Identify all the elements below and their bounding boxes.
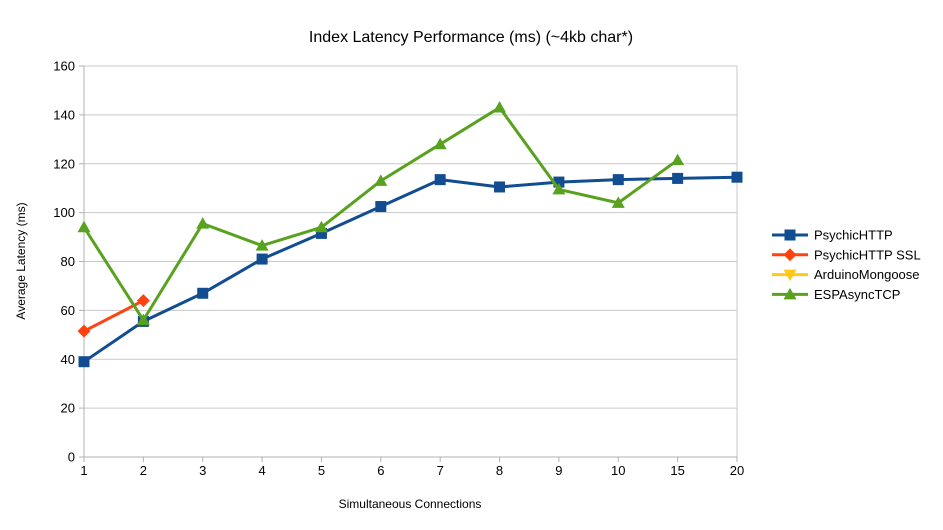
series-marker: [196, 217, 210, 229]
triangle-down-icon: [783, 269, 797, 282]
legend-item: PsychicHTTP: [772, 228, 893, 243]
diamond-icon: [783, 248, 797, 262]
series-marker: [315, 227, 327, 239]
series-marker: [77, 220, 91, 233]
series-marker: [77, 324, 91, 338]
series-marker: [494, 181, 506, 193]
x-tick-label: 2: [140, 463, 147, 478]
series-marker: [731, 171, 743, 183]
square-icon: [784, 229, 796, 241]
y-tick-label: 40: [61, 352, 75, 367]
series-marker: [255, 239, 269, 251]
legend-label: ESPAsyncTCP: [814, 287, 900, 302]
legend-label: ArduinoMongoose: [814, 267, 920, 282]
legend-item: ArduinoMongoose: [772, 267, 920, 282]
plot-area: 0 20 40 60 80 100 120 140 160 1 2 3 4 5 6 7 8 9 10 15 20: [53, 59, 744, 479]
y-tick-label: 20: [61, 401, 75, 416]
series-marker: [671, 153, 685, 166]
y-tick-label: 60: [61, 303, 75, 318]
x-tick-label: 9: [555, 463, 562, 478]
series-marker: [136, 294, 150, 308]
triangle-up-icon: [783, 287, 797, 300]
y-tick-label: 160: [53, 59, 75, 74]
series-marker: [553, 176, 565, 188]
series-marker: [612, 174, 624, 186]
legend-label: PsychicHTTP: [814, 228, 893, 243]
x-tick-label: 3: [199, 463, 206, 478]
series-marker: [375, 201, 387, 213]
legend-item: PsychicHTTP SSL: [772, 247, 921, 262]
legend-label: PsychicHTTP SSL: [814, 247, 921, 262]
series-line: [83, 175, 738, 363]
x-tick-label: 5: [318, 463, 325, 478]
series-line: [82, 106, 679, 322]
series-espasynctcp: [77, 101, 685, 326]
x-tick-label: 8: [496, 463, 503, 478]
y-tick-label: 140: [53, 107, 75, 122]
y-axis-title: Average Latency (ms): [14, 202, 28, 319]
series-marker: [434, 174, 446, 186]
series-marker: [374, 174, 388, 186]
series-marker: [611, 196, 625, 208]
chart-title: Index Latency Performance (ms) (~4kb cha…: [309, 29, 633, 46]
series-marker: [314, 220, 328, 233]
legend: PsychicHTTP PsychicHTTP SSL ArduinoMongoos…: [772, 228, 921, 302]
x-tick-label: 7: [437, 463, 444, 478]
x-tick-label: 4: [258, 463, 265, 478]
series-marker: [197, 287, 209, 299]
x-tick-label: 20: [730, 463, 744, 478]
series-marker: [78, 356, 90, 368]
x-tick-label: 15: [670, 463, 684, 478]
series-marker: [433, 137, 447, 150]
series-marker: [672, 172, 684, 184]
y-tick-label: 120: [53, 156, 75, 171]
series-marker: [136, 313, 150, 326]
y-tick-label: 100: [53, 205, 75, 220]
x-tick-label: 6: [377, 463, 384, 478]
series-marker: [256, 253, 268, 265]
legend-item: ESPAsyncTCP: [772, 287, 900, 302]
series-marker: [493, 101, 507, 113]
x-tick-label: 1: [80, 463, 87, 478]
x-tick-label: 10: [611, 463, 625, 478]
series-marker: [552, 182, 566, 195]
series-psychichttp: [78, 171, 743, 368]
y-tick-label: 80: [61, 254, 75, 269]
x-axis-title: Simultaneous Connections: [339, 497, 482, 511]
y-tick-label: 0: [68, 450, 75, 465]
